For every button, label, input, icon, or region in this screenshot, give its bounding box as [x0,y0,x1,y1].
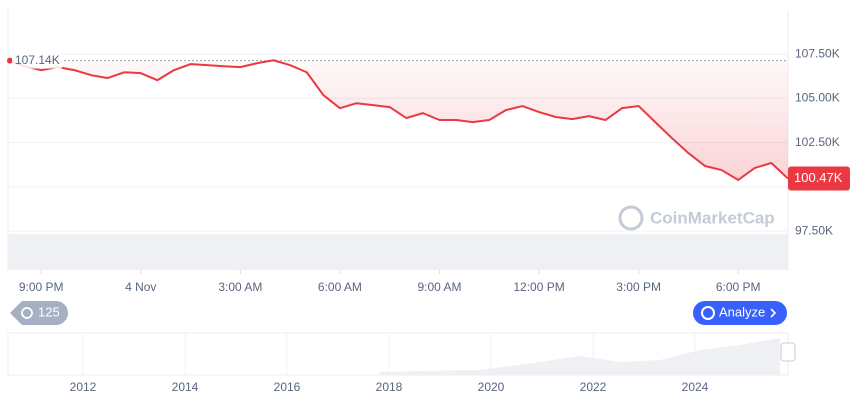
navigator-label: 2012 [70,380,97,394]
y-tick-label: 105.00K [795,91,840,105]
button-text: Analyze [719,304,765,319]
navigator-label: 2024 [682,380,709,394]
x-tick-label: 9:00 PM [19,280,64,294]
last-price-label: 100.47K [794,170,843,185]
analyze-button[interactable]: Analyze [693,301,787,325]
y-tick-label: 107.50K [795,46,840,60]
volume-band [8,234,788,270]
x-tick-label: 4 Nov [125,280,156,294]
start-price-label: 107.14K [15,53,60,67]
navigator-label: 2018 [376,380,403,394]
watermark: CoinMarketCap [618,205,775,231]
badge-text: 125 [38,304,60,319]
x-tick-label: 3:00 AM [218,280,262,294]
price-line [7,59,789,181]
y-tick-label: 102.50K [795,135,840,149]
history-badge[interactable]: 125 [10,301,68,325]
y-tick-label: 97.50K [795,223,833,237]
x-tick-label: 6:00 PM [716,280,761,294]
x-tick-label: 12:00 PM [513,280,564,294]
x-tick-label: 6:00 AM [318,280,362,294]
navigator-label: 2020 [478,380,505,394]
area-fill [8,60,788,180]
navigator-label: 2016 [274,380,301,394]
navigator-label: 2014 [172,380,199,394]
navigator [7,332,796,376]
start-label-bg [12,52,62,69]
last-price-bg [788,166,850,191]
watermark-text: CoinMarketCap [650,208,775,227]
navigator-label: 2022 [580,380,607,394]
start-dot [7,57,13,64]
x-tick-label: 9:00 AM [417,280,461,294]
x-tick-label: 3:00 PM [616,280,661,294]
